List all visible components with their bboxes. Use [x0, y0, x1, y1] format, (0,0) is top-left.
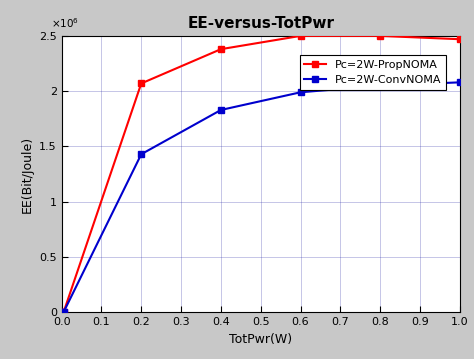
- Text: $\times10^6$: $\times10^6$: [51, 16, 79, 29]
- Pc=2W-PropNOMA: [218, 47, 224, 51]
- Title: EE-versus-TotPwr: EE-versus-TotPwr: [187, 15, 334, 31]
- Pc=2W-PropNOMA: [298, 34, 303, 38]
- Pc=2W-PropNOMA: [457, 37, 463, 41]
- Pc=2W-ConvNOMA: [61, 310, 66, 314]
- Pc=2W-ConvNOMA: [138, 152, 144, 157]
- Pc=2W-PropNOMA: [377, 34, 383, 38]
- X-axis label: TotPwr(W): TotPwr(W): [229, 333, 292, 346]
- Pc=2W-PropNOMA: [59, 310, 64, 314]
- Pc=2W-ConvNOMA: [457, 80, 463, 84]
- Legend: Pc=2W-PropNOMA, Pc=2W-ConvNOMA: Pc=2W-PropNOMA, Pc=2W-ConvNOMA: [300, 55, 446, 90]
- Y-axis label: EE(Bit/Joule): EE(Bit/Joule): [20, 136, 34, 213]
- Pc=2W-PropNOMA: [138, 81, 144, 85]
- Pc=2W-ConvNOMA: [59, 310, 64, 314]
- Pc=2W-ConvNOMA: [218, 108, 224, 112]
- Pc=2W-PropNOMA: [61, 310, 66, 314]
- Line: Pc=2W-PropNOMA: Pc=2W-PropNOMA: [58, 32, 463, 316]
- Line: Pc=2W-ConvNOMA: Pc=2W-ConvNOMA: [58, 79, 463, 316]
- Pc=2W-ConvNOMA: [298, 90, 303, 94]
- Pc=2W-ConvNOMA: [377, 84, 383, 88]
